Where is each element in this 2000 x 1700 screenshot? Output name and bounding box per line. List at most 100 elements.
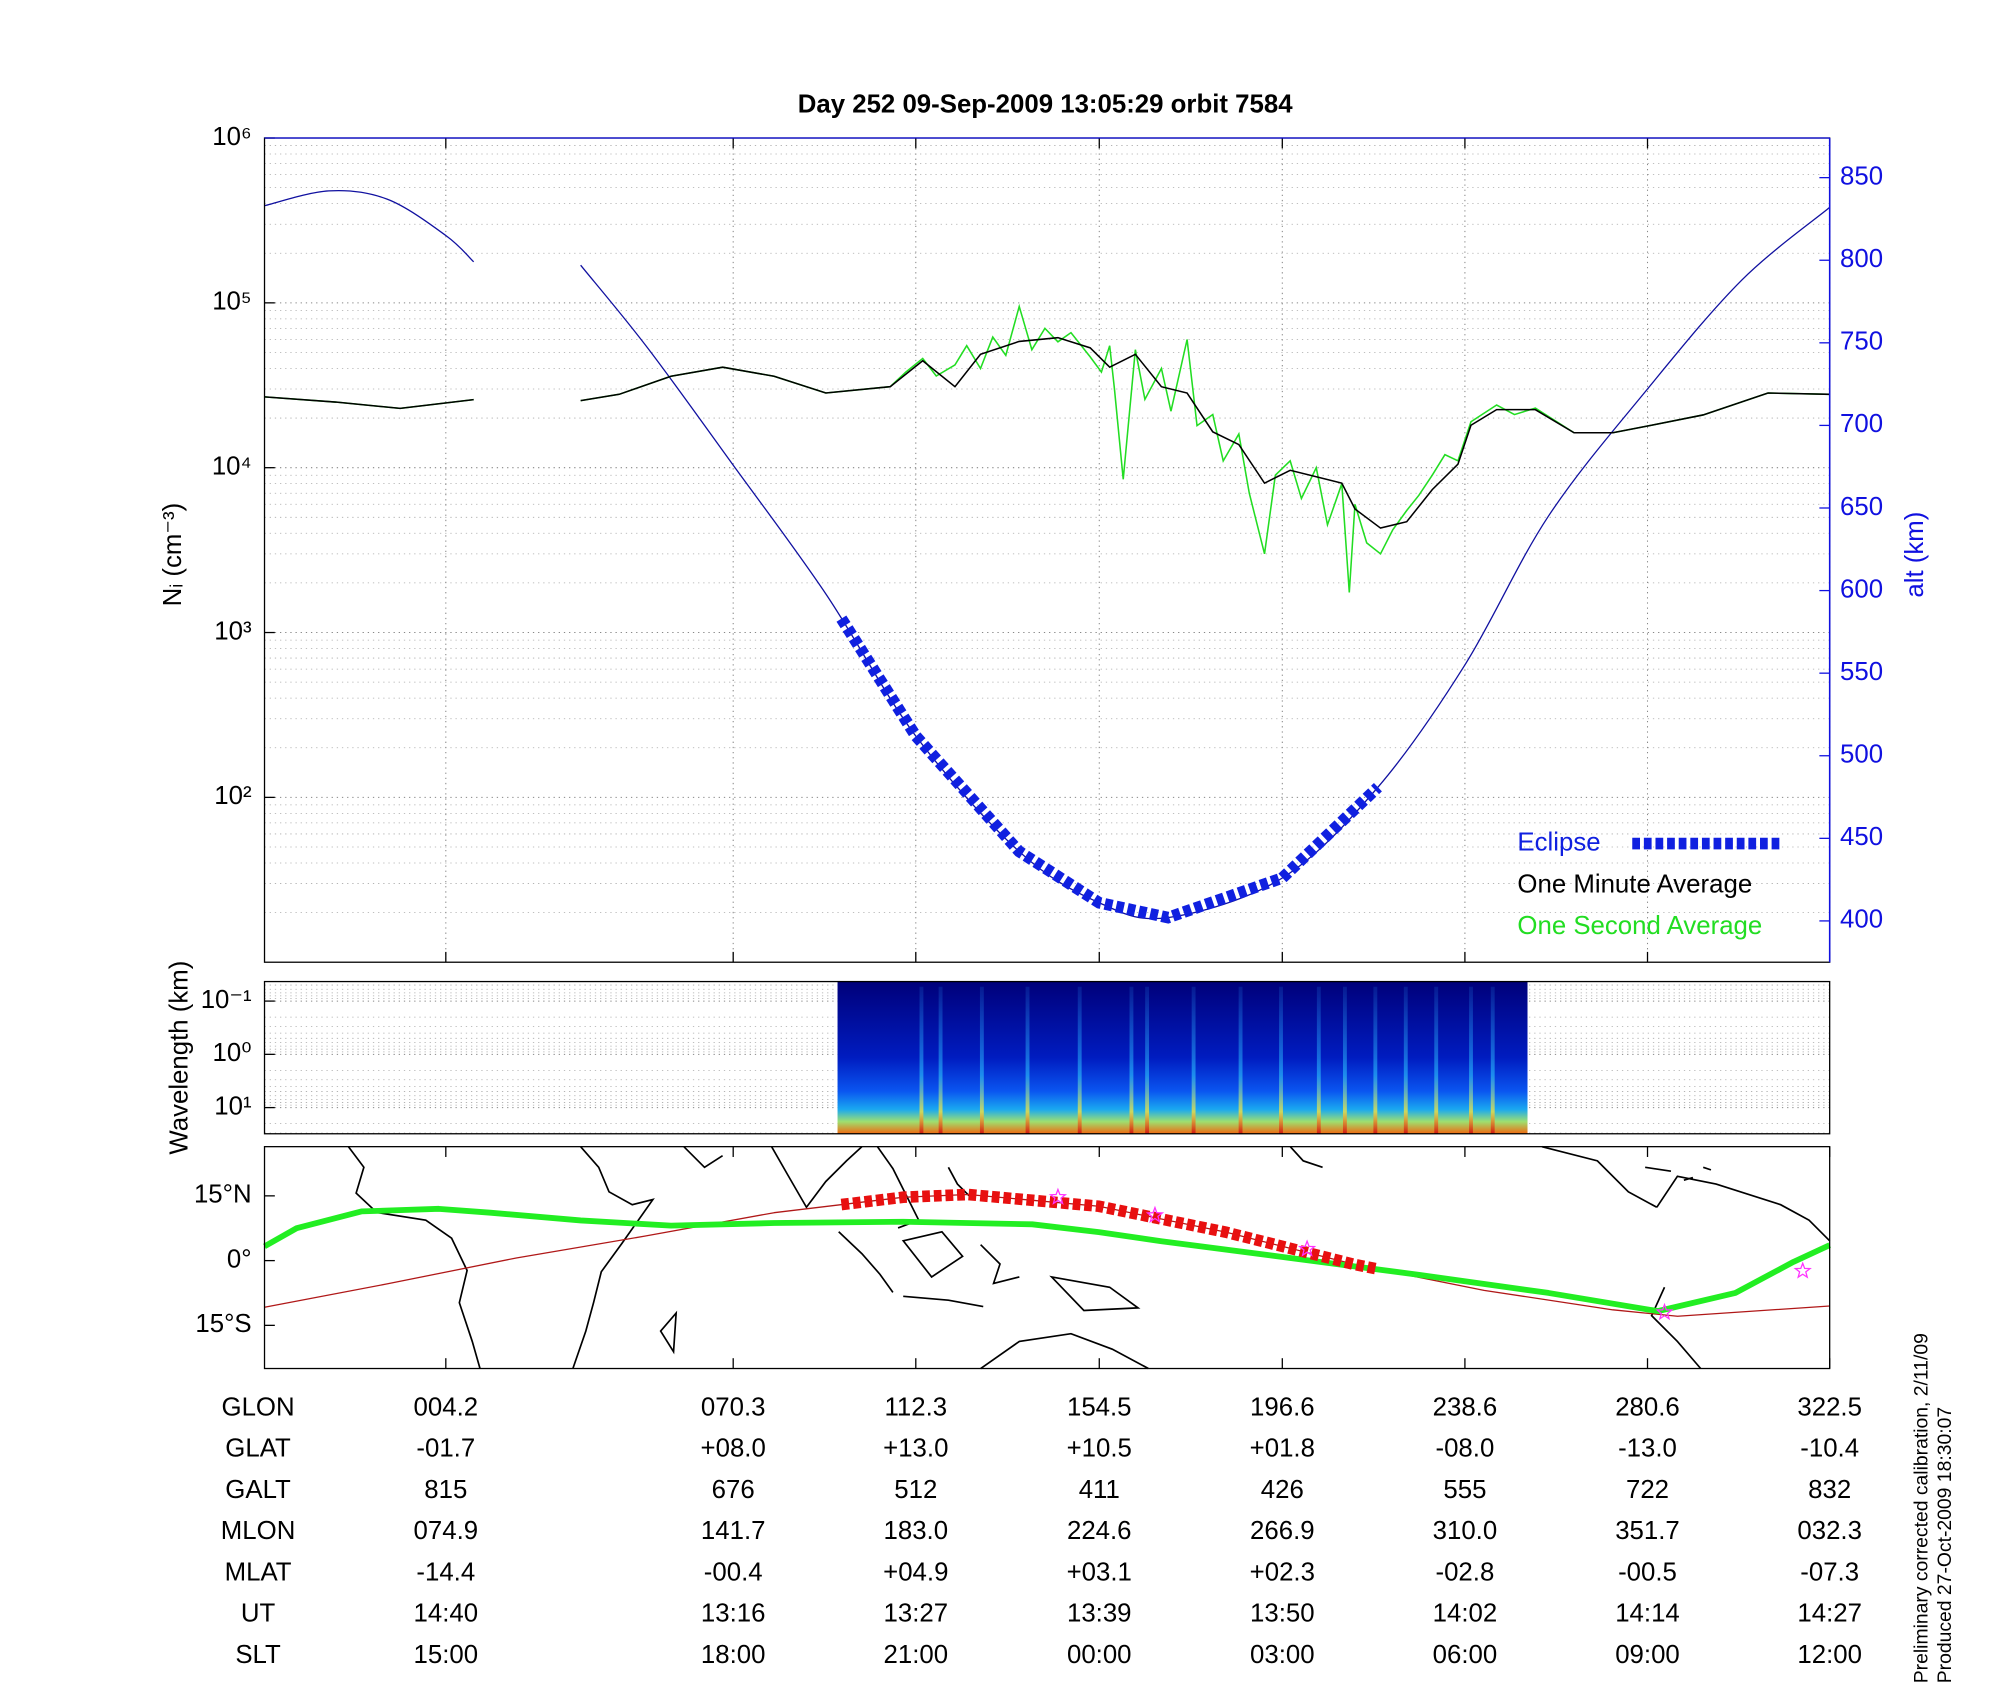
table-row-label: MLAT <box>225 1558 292 1586</box>
spectral-burst <box>1129 986 1134 1134</box>
table-cell: 411 <box>1079 1476 1120 1504</box>
coast-java <box>903 1295 984 1308</box>
table-cell: -14.4 <box>416 1558 475 1586</box>
marker-star <box>1793 1261 1812 1279</box>
table-cell: 280.6 <box>1615 1393 1680 1421</box>
table-cell: -10.4 <box>1800 1435 1859 1463</box>
y2-tick-label: 800 <box>1840 245 1883 273</box>
spectral-burst <box>979 986 984 1134</box>
y-axis-label: Nᵢ (cm⁻³) <box>159 503 187 607</box>
table-cell: 15:00 <box>414 1641 479 1669</box>
table-cell: +13.0 <box>883 1435 948 1463</box>
table-cell: -08.0 <box>1435 1435 1494 1463</box>
y2-tick-label: 650 <box>1840 493 1883 521</box>
table-cell: 13:39 <box>1067 1600 1132 1628</box>
marker-star <box>1145 1205 1165 1224</box>
y2-tick-label: 750 <box>1840 328 1883 356</box>
y-tick-label: 10⁰ <box>213 1039 252 1067</box>
spectral-burst <box>1434 986 1439 1134</box>
table-cell: +02.3 <box>1250 1558 1315 1586</box>
coast-madagascar <box>659 1310 678 1355</box>
coast-australia <box>980 1332 1149 1370</box>
spectral-burst <box>1373 986 1378 1134</box>
table-cell: 141.7 <box>701 1517 766 1545</box>
table-cell: 074.9 <box>414 1517 479 1545</box>
table-row-label: SLT <box>235 1641 281 1669</box>
table-cell: 21:00 <box>884 1641 949 1669</box>
table-cell: 832 <box>1808 1476 1851 1504</box>
table-cell: 676 <box>712 1476 755 1504</box>
coast-islands <box>1289 1146 1323 1169</box>
coast-south-america-north <box>1656 1175 1831 1242</box>
table-row-label: MLON <box>221 1517 296 1545</box>
table-cell: +08.0 <box>701 1435 766 1463</box>
legend-label: One Minute Average <box>1517 870 1752 898</box>
table-cell: 00:00 <box>1067 1641 1132 1669</box>
coast-arabia <box>683 1146 724 1169</box>
legend-label: One Second Average <box>1517 912 1762 940</box>
table-cell: 112.3 <box>884 1393 947 1421</box>
y-tick-label: 10⁶ <box>212 123 251 151</box>
y-tick-label: 10¹ <box>214 1092 252 1120</box>
table-cell: 310.0 <box>1433 1517 1498 1545</box>
coast-africa-west <box>347 1146 481 1369</box>
table-cell: +03.1 <box>1067 1558 1132 1586</box>
legend-label: Eclipse <box>1517 828 1600 856</box>
table-cell: 426 <box>1261 1476 1304 1504</box>
table-cell: -00.4 <box>704 1558 763 1586</box>
spectrogram-y-label: Wavelength (km) <box>165 961 193 1155</box>
coast-central-america <box>1541 1145 1658 1209</box>
y-tick-label: 15°N <box>194 1181 252 1209</box>
coastlines <box>347 1145 1831 1370</box>
marker-star <box>1655 1302 1674 1321</box>
table-cell: 09:00 <box>1615 1641 1680 1669</box>
table-cell: -02.8 <box>1435 1558 1494 1586</box>
coast-borneo <box>901 1230 964 1279</box>
table-cell: 06:00 <box>1433 1641 1498 1669</box>
table-row-label: GALT <box>225 1476 291 1504</box>
y2-tick-label: 700 <box>1840 410 1883 438</box>
footnote: Produced 27-Oct-2009 18:30:07 <box>1934 1407 1956 1683</box>
spectral-burst <box>1279 986 1283 1134</box>
table-cell: 18:00 <box>701 1641 766 1669</box>
marker-star <box>1297 1239 1317 1257</box>
table-cell: 351.7 <box>1615 1517 1680 1545</box>
y-tick-label: 10³ <box>214 617 252 645</box>
y2-axis-label: alt (km) <box>1901 512 1929 598</box>
density-line <box>264 336 1830 529</box>
eclipse-marks <box>840 1188 1380 1275</box>
y-tick-label: 10⁻¹ <box>201 986 252 1014</box>
coast-south-america-west <box>1650 1286 1702 1370</box>
table-cell: 032.3 <box>1797 1517 1862 1545</box>
table-cell: 722 <box>1626 1476 1669 1504</box>
table-cell: 322.5 <box>1797 1393 1862 1421</box>
table-cell: -01.7 <box>416 1435 475 1463</box>
table-cell: -00.5 <box>1618 1558 1677 1586</box>
spectral-burst <box>1238 986 1243 1134</box>
table-cell: 238.6 <box>1433 1393 1498 1421</box>
spectral-burst <box>1145 986 1150 1134</box>
table-cell: +04.9 <box>883 1558 948 1586</box>
coast-sulawesi <box>980 1244 1020 1285</box>
y-tick-label: 15°S <box>195 1310 251 1338</box>
spectral-burst <box>1025 986 1030 1134</box>
coast-caribbean <box>1645 1166 1712 1182</box>
eclipse-marks <box>836 615 1382 924</box>
spectral-burst <box>1490 986 1495 1134</box>
coast-philippines <box>947 1166 971 1198</box>
table-cell: 03:00 <box>1250 1641 1315 1669</box>
y2-tick-label: 550 <box>1840 658 1883 686</box>
y2-tick-label: 400 <box>1840 906 1883 934</box>
table-cell: 13:50 <box>1250 1600 1315 1628</box>
coast-india <box>770 1146 863 1209</box>
spectral-burst <box>1342 986 1347 1134</box>
chart-title: Day 252 09-Sep-2009 13:05:29 orbit 7584 <box>798 91 1293 119</box>
table-row-label: GLAT <box>225 1435 291 1463</box>
table-cell: 815 <box>424 1476 467 1504</box>
table-row-label: UT <box>241 1600 276 1628</box>
table-cell: 196.6 <box>1250 1393 1315 1421</box>
table-cell: 12:00 <box>1797 1641 1862 1669</box>
y2-tick-label: 500 <box>1840 741 1883 769</box>
